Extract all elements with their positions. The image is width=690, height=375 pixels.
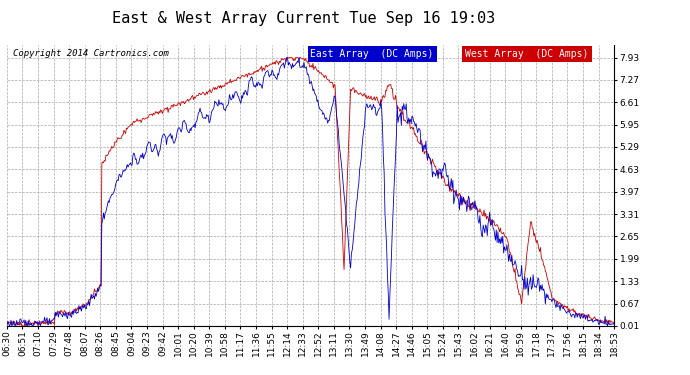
Text: West Array  (DC Amps): West Array (DC Amps) (465, 49, 589, 59)
Text: East & West Array Current Tue Sep 16 19:03: East & West Array Current Tue Sep 16 19:… (112, 11, 495, 26)
Text: Copyright 2014 Cartronics.com: Copyright 2014 Cartronics.com (13, 49, 169, 58)
Text: East Array  (DC Amps): East Array (DC Amps) (310, 49, 434, 59)
